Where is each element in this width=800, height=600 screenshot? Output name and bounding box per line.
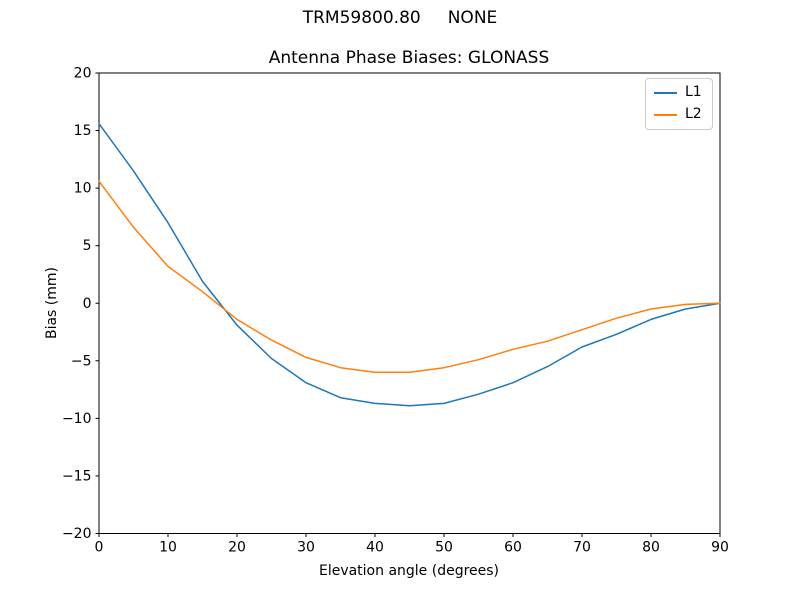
axes-title: Antenna Phase Biases: GLONASS (268, 48, 550, 68)
x-tick-label: 10 (159, 540, 177, 556)
x-tick-label: 20 (228, 540, 246, 556)
suptitle: TRM59800.80 NONE (302, 8, 498, 28)
y-tick-label: −15 (62, 468, 92, 484)
axes-frame (98, 72, 721, 534)
y-tick-label: 20 (74, 66, 92, 82)
x-tick-label: 50 (435, 540, 453, 556)
y-tick-label: 5 (83, 238, 92, 254)
y-tick-label: −5 (71, 353, 92, 369)
legend-label-l1: L1 (685, 84, 702, 100)
y-tick-label: −10 (62, 411, 92, 427)
y-tick-label: 15 (74, 123, 92, 139)
x-tick-label: 90 (711, 540, 729, 556)
x-tick-label: 80 (642, 540, 660, 556)
legend-line-l1 (654, 91, 677, 94)
series-line-l1 (98, 122, 721, 407)
y-tick-label: 0 (83, 296, 92, 312)
x-axis-label: Elevation angle (degrees) (318, 563, 500, 579)
x-tick-label: 0 (95, 540, 104, 556)
x-tick-label: 30 (297, 540, 315, 556)
legend-item-l1: L1 (654, 84, 704, 100)
x-tick-label: 70 (573, 540, 591, 556)
legend-label-l2: L2 (685, 106, 702, 123)
legend: L1 L2 (645, 78, 713, 130)
legend-item-l2: L2 (654, 106, 704, 123)
legend-line-l2 (654, 114, 677, 117)
y-tick-label: 10 (74, 181, 92, 197)
x-tick-label: 40 (366, 540, 384, 556)
y-tick-label: −20 (62, 526, 92, 542)
y-axis-label: Bias (mm) (44, 266, 60, 340)
series-line-l2 (98, 180, 721, 374)
x-tick-label: 60 (504, 540, 522, 556)
